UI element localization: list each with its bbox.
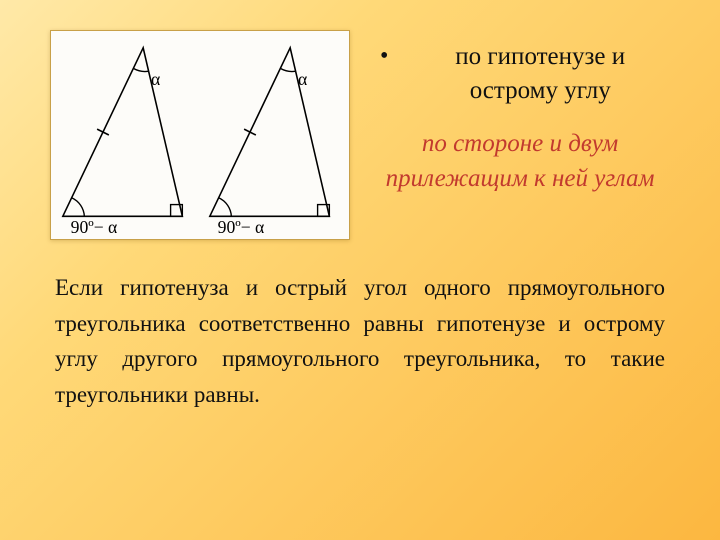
subtitle: по стороне и двум прилежащим к ней углам xyxy=(340,126,700,196)
subtitle-line2: прилежащим к ней углам xyxy=(386,165,655,192)
triangle-right: α 90º− α xyxy=(200,33,347,237)
bullet-item: • по гипотенузе и острому углу xyxy=(380,40,680,108)
bullet-text: по гипотенузе и острому углу xyxy=(400,40,680,108)
triangle-svg-right: α 90º− α xyxy=(200,33,347,237)
complement-label: 90º− α xyxy=(218,217,265,237)
alpha-label: α xyxy=(298,69,307,89)
diagram-panel: α 90º− α α 90º− α xyxy=(50,30,350,240)
bullet-icon: • xyxy=(380,40,388,71)
subtitle-line1: по стороне и двум xyxy=(422,130,618,157)
alpha-label: α xyxy=(151,69,160,89)
triangle-svg-left: α 90º− α xyxy=(53,33,200,237)
bullet-line2: острому углу xyxy=(470,77,611,104)
theorem-text: Если гипотенуза и острый угол одного пря… xyxy=(0,250,720,413)
complement-label: 90º− α xyxy=(71,217,118,237)
triangle-left: α 90º− α xyxy=(53,33,200,237)
heading-column: • по гипотенузе и острому углу по сторон… xyxy=(380,30,680,240)
top-section: α 90º− α α 90º− α • по гип xyxy=(0,0,720,250)
bullet-line1: по гипотенузе и xyxy=(455,43,625,70)
